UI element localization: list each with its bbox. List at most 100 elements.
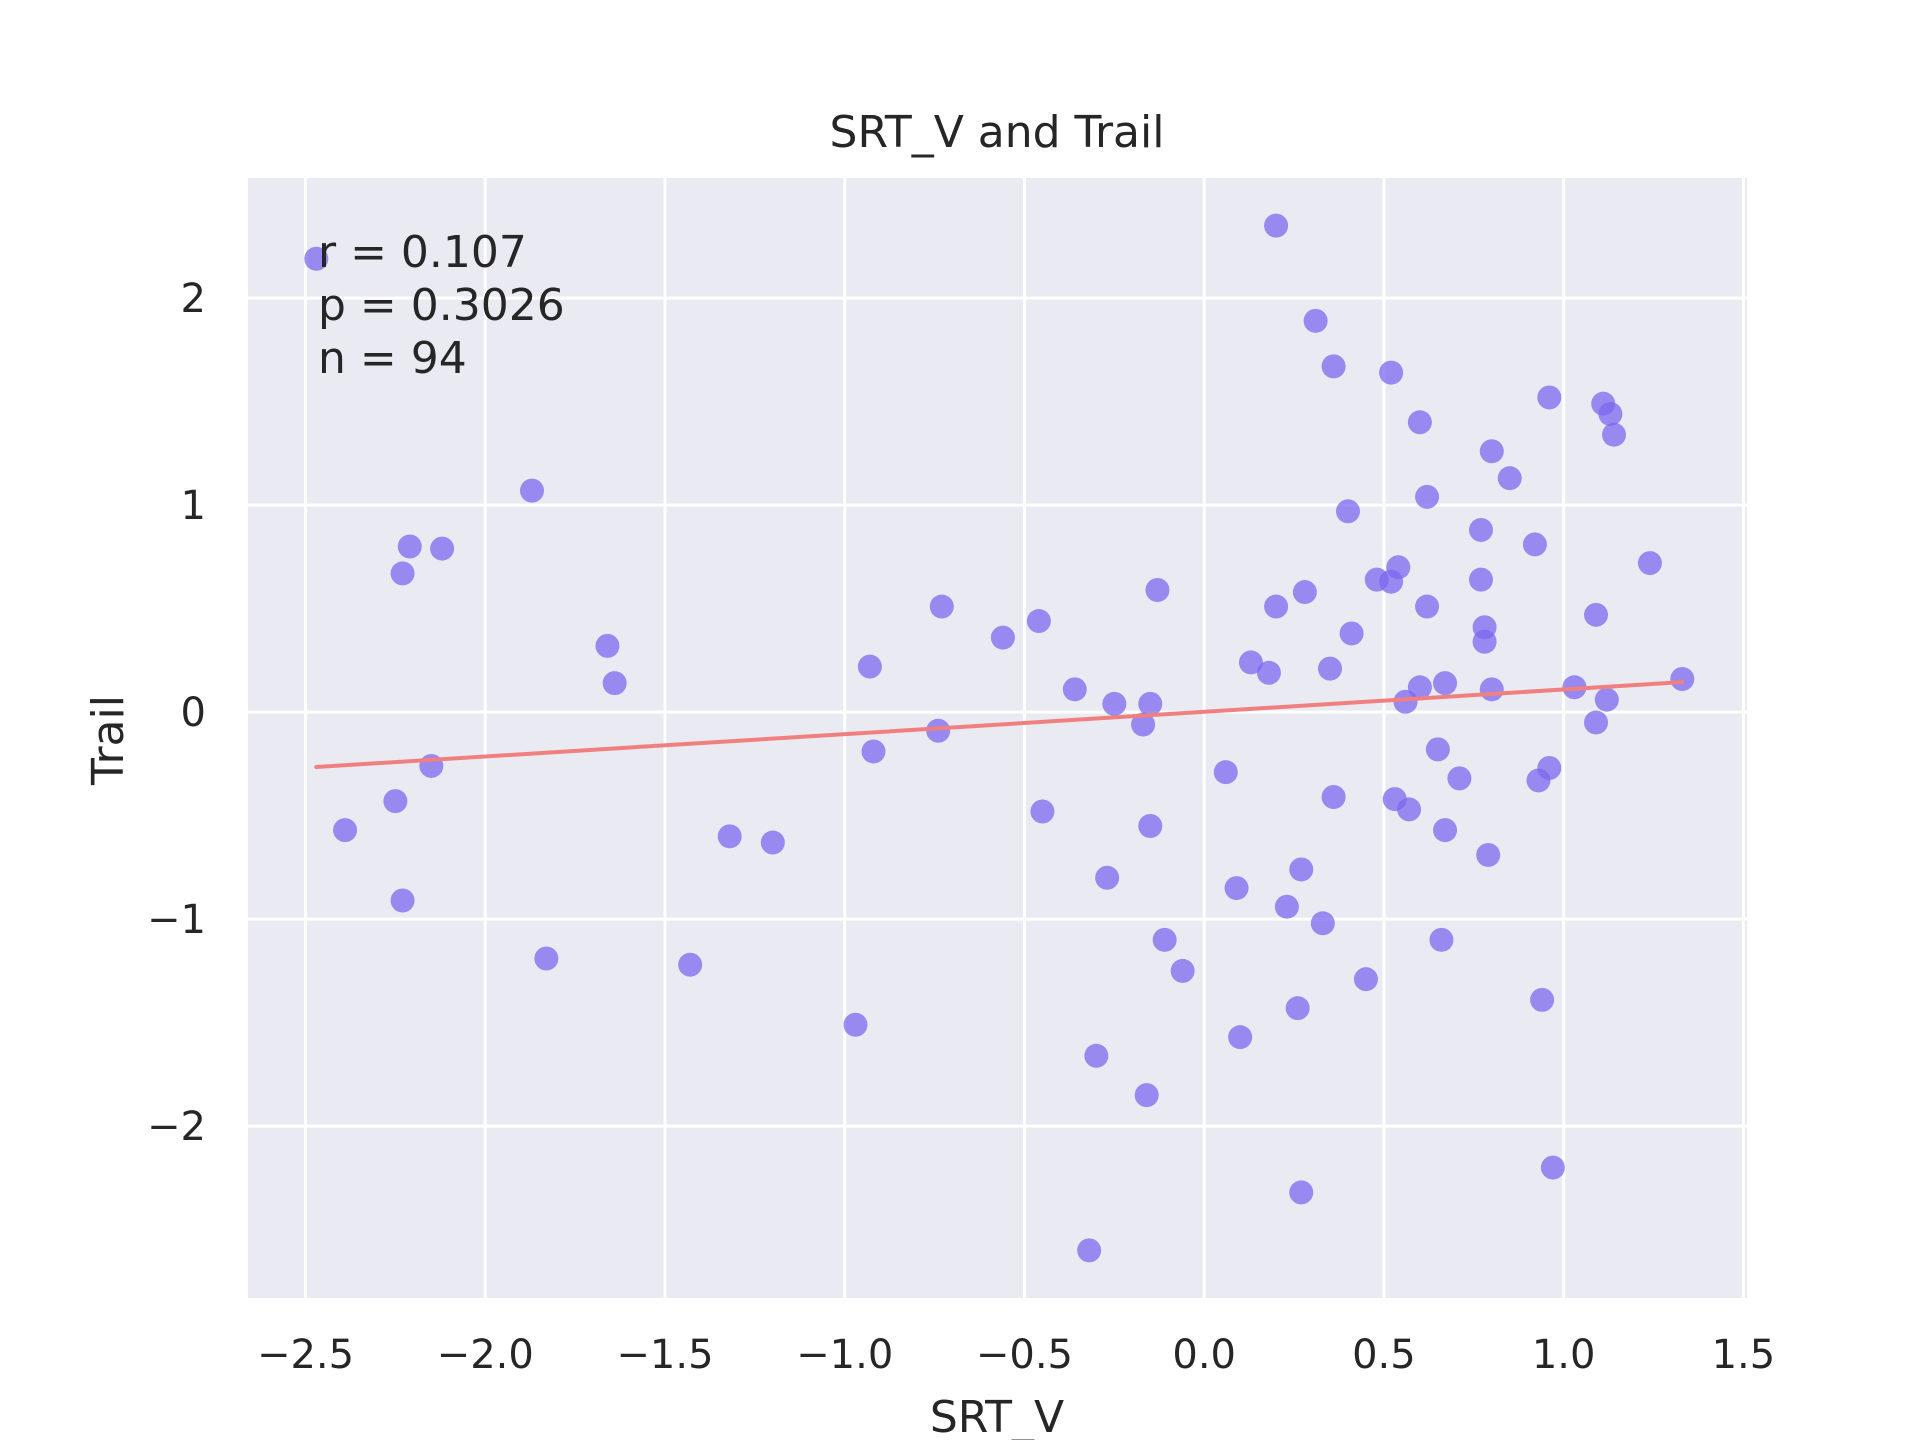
data-point	[926, 718, 951, 743]
data-point	[678, 952, 703, 977]
data-point	[1289, 857, 1314, 882]
data-point	[534, 946, 559, 971]
y-ticks: −2 −1 0 1 2	[147, 276, 206, 1150]
data-point	[1415, 484, 1440, 509]
data-point	[519, 478, 544, 503]
data-point	[1522, 532, 1547, 557]
grid	[248, 178, 1747, 1298]
chart-title: SRT_V and Trail	[830, 107, 1165, 158]
data-point	[1476, 842, 1501, 867]
x-tick-label: 0.0	[1172, 1332, 1236, 1378]
data-point	[383, 789, 408, 814]
x-ticks: −2.5 −2.0 −1.5 −1.0 −0.5 0.0 0.5 1.0 1.5	[257, 1332, 1775, 1378]
data-point	[1321, 354, 1346, 379]
data-point	[1170, 958, 1195, 983]
data-point	[1433, 671, 1458, 696]
data-point	[390, 561, 415, 586]
data-point	[1062, 677, 1087, 702]
data-point	[602, 671, 627, 696]
data-point	[1131, 712, 1156, 737]
annotation-r: r = 0.107	[318, 227, 527, 278]
data-point	[390, 888, 415, 913]
data-point	[1102, 691, 1127, 716]
data-point	[1138, 813, 1163, 838]
data-point	[1274, 894, 1299, 919]
data-point	[1339, 621, 1364, 646]
data-point	[1152, 927, 1177, 952]
data-point	[861, 739, 886, 764]
data-point	[397, 534, 422, 559]
y-tick-label: 1	[181, 483, 206, 529]
data-point	[1134, 1083, 1159, 1108]
data-point	[1670, 666, 1695, 691]
data-points	[304, 213, 1695, 1263]
data-point	[304, 246, 329, 271]
data-point	[1318, 656, 1343, 681]
data-point	[1537, 756, 1562, 781]
data-point	[1084, 1043, 1109, 1068]
data-point	[1285, 996, 1310, 1021]
data-point	[1407, 675, 1432, 700]
y-tick-label: −2	[147, 1104, 206, 1150]
stats-annotation: r = 0.107 p = 0.3026 n = 94	[318, 227, 565, 384]
data-point	[1138, 691, 1163, 716]
data-point	[1353, 967, 1378, 992]
data-point	[857, 654, 882, 679]
data-point	[1289, 1180, 1314, 1205]
x-tick-label: −1.5	[616, 1332, 713, 1378]
data-point	[1310, 911, 1335, 936]
data-point	[1468, 567, 1493, 592]
data-point	[1095, 865, 1120, 890]
data-point	[1145, 577, 1170, 602]
data-point	[1601, 422, 1626, 447]
y-axis-label: Trail	[83, 695, 134, 786]
data-point	[1303, 308, 1328, 333]
data-point	[1224, 876, 1249, 901]
x-tick-label: −2.0	[437, 1332, 534, 1378]
data-point	[1238, 650, 1263, 675]
data-point	[595, 633, 620, 658]
plot-background	[248, 178, 1747, 1298]
data-point	[1228, 1025, 1253, 1050]
x-tick-label: 1.0	[1532, 1332, 1596, 1378]
data-point	[1386, 555, 1411, 580]
data-point	[1537, 385, 1562, 410]
data-point	[717, 824, 742, 849]
data-point	[1264, 213, 1289, 238]
data-point	[1637, 551, 1662, 576]
data-point	[1030, 799, 1055, 824]
data-point	[333, 818, 358, 843]
data-point	[1479, 677, 1504, 702]
x-tick-label: −2.5	[257, 1332, 354, 1378]
data-point	[1077, 1238, 1102, 1263]
data-point	[1530, 987, 1555, 1012]
annotation-n: n = 94	[318, 333, 467, 384]
y-tick-label: 2	[181, 276, 206, 322]
y-tick-label: −1	[147, 897, 206, 943]
annotation-p: p = 0.3026	[318, 280, 565, 331]
data-point	[1425, 737, 1450, 762]
x-tick-label: −0.5	[976, 1332, 1073, 1378]
data-point	[1472, 629, 1497, 654]
data-point	[929, 594, 954, 619]
x-tick-label: 0.5	[1352, 1332, 1416, 1378]
data-point	[1397, 797, 1422, 822]
x-tick-label: −1.0	[796, 1332, 893, 1378]
data-point	[843, 1012, 868, 1037]
data-point	[1256, 660, 1281, 685]
regression-line	[314, 680, 1685, 769]
x-tick-label: 1.5	[1712, 1332, 1776, 1378]
data-point	[1479, 439, 1504, 464]
data-point	[1468, 517, 1493, 542]
data-point	[1335, 499, 1360, 524]
data-point	[1598, 402, 1623, 427]
data-point	[1429, 927, 1454, 952]
data-point	[430, 536, 455, 561]
data-point	[990, 625, 1015, 650]
x-axis-label: SRT_V	[930, 1392, 1064, 1440]
data-point	[1497, 466, 1522, 491]
data-point	[1415, 594, 1440, 619]
data-point	[1292, 580, 1317, 605]
data-point	[760, 830, 785, 855]
